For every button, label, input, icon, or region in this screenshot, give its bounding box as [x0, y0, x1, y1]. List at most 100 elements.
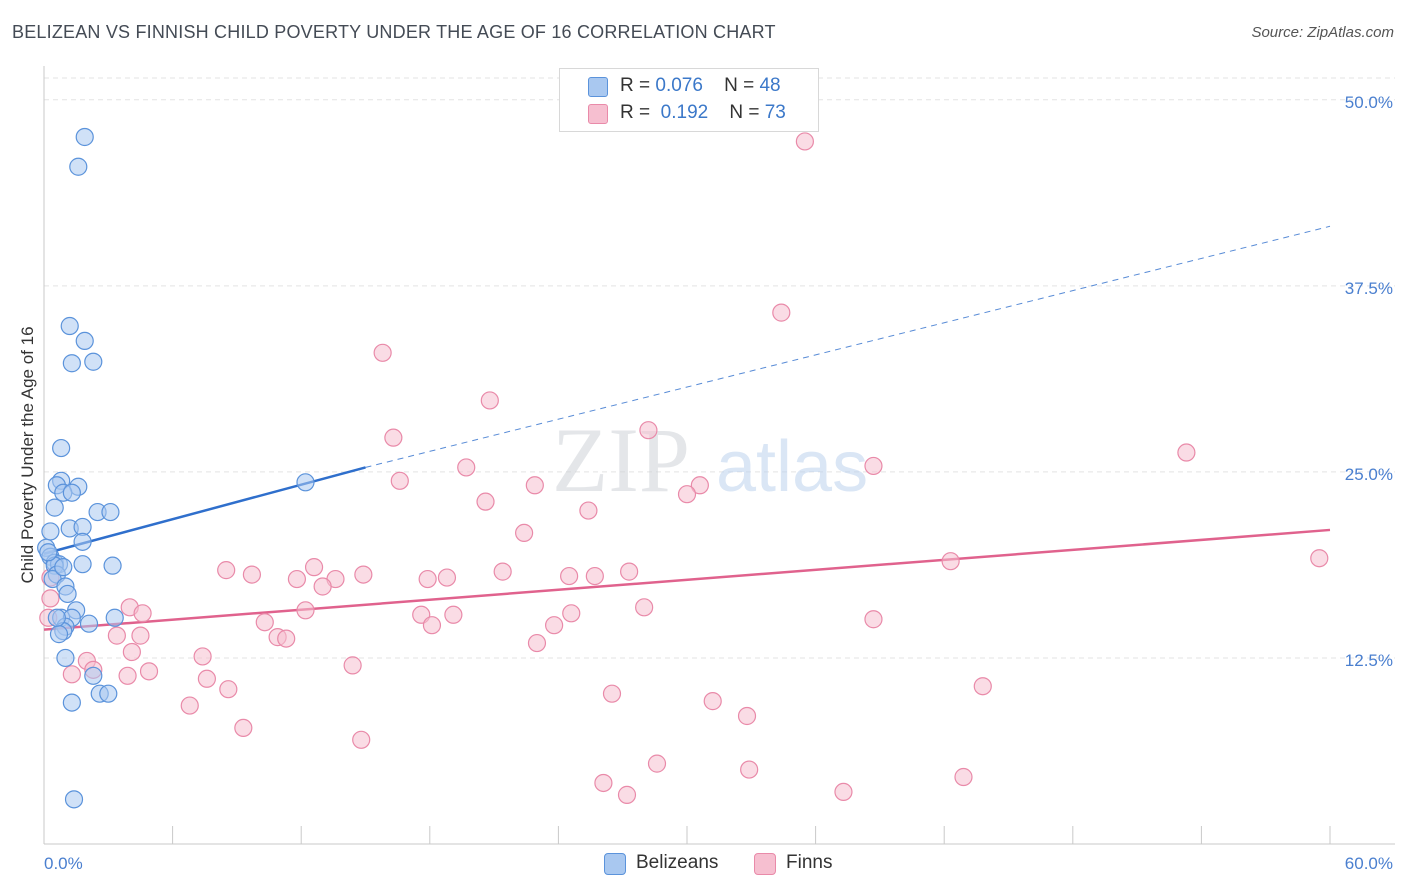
finns-point [480, 391, 499, 410]
finns-point [107, 626, 126, 645]
belizeans-point [105, 608, 124, 627]
finns-point [973, 677, 992, 696]
finns-point [457, 458, 476, 477]
belizeans-point [75, 331, 94, 350]
finns-point [602, 684, 622, 703]
stats-box: R = 0.076 N = 48 R = 0.192 N = 73 [559, 68, 819, 132]
x-tick-label-min: 0.0% [44, 854, 83, 873]
finns-point [304, 558, 324, 577]
belizeans-point [79, 614, 99, 633]
finns-point [122, 642, 141, 662]
finns-point [954, 767, 973, 787]
x-tick-label-max: 60.0% [1345, 854, 1393, 873]
belizeans-point [103, 556, 122, 575]
y-tick-label: 50.0% [1345, 93, 1393, 112]
finns-point [515, 523, 534, 543]
finns-point [677, 485, 697, 504]
belizeans-series [37, 127, 315, 809]
r-value: 0.076 [655, 75, 703, 96]
finns-point [62, 665, 81, 684]
chart-title: BELIZEAN VS FINNISH CHILD POVERTY UNDER … [12, 22, 776, 42]
belizeans-point [58, 584, 77, 604]
finns-legend-swatch [754, 853, 776, 875]
n-label: N = [729, 102, 760, 123]
finns-point [418, 569, 437, 589]
y-tick-label: 12.5% [1345, 651, 1393, 670]
y-tick-label: 25.0% [1345, 465, 1393, 484]
finns-point [139, 662, 159, 681]
finns-point [343, 656, 362, 675]
finns-point [296, 601, 315, 620]
finns-point [352, 730, 371, 749]
source-label: Source: ZipAtlas.com [1251, 24, 1394, 41]
finns-point [703, 692, 722, 711]
finns-point [795, 132, 814, 151]
watermark-zip: ZIP [552, 409, 690, 511]
finns-point [476, 492, 495, 511]
belizeans-point [84, 352, 103, 371]
y-tick-label: 37.5% [1345, 279, 1393, 298]
r-label: R = [620, 102, 651, 123]
finns-point [444, 605, 463, 624]
finns-point [255, 613, 274, 632]
n-label: N = [724, 75, 755, 96]
finns-point [579, 501, 598, 520]
legend-label-belizeans: Belizeans [636, 852, 719, 873]
finns-point [864, 610, 883, 629]
finns-point [133, 604, 152, 623]
finns-point [234, 718, 253, 738]
finns-point [562, 604, 581, 623]
finns-point [354, 565, 373, 584]
belizeans-point [62, 354, 81, 373]
belizeans-trend-extension [365, 225, 1331, 468]
finns-point [197, 669, 216, 688]
finns-point [635, 598, 654, 617]
axes [43, 66, 1395, 845]
finns-point [545, 616, 564, 635]
n-value: 48 [759, 75, 781, 96]
finns-point [118, 666, 137, 685]
finns-point [313, 577, 332, 596]
belizeans-point [39, 543, 58, 562]
finns-point [834, 782, 853, 802]
finns-point [1310, 549, 1329, 568]
finns-point [384, 428, 403, 447]
watermark: ZIP atlas [552, 409, 868, 511]
legend: Belizeans Finns [0, 850, 1406, 878]
tick-labels: 0.0% 60.0% 12.5% 25.0% 37.5% 50.0% [44, 93, 1393, 873]
finns-point [772, 303, 791, 322]
belizeans-point [49, 625, 69, 644]
legend-label-finns: Finns [786, 852, 833, 873]
finns-point [941, 552, 960, 571]
finns-point [180, 696, 199, 715]
finns-point [493, 562, 512, 581]
belizeans-point [45, 498, 64, 517]
belizeans-point [101, 502, 120, 522]
belizeans-point [62, 693, 81, 712]
finns-point [1177, 443, 1196, 462]
belizeans-point [54, 558, 73, 577]
belizeans-point [99, 684, 118, 703]
r-value: 0.192 [660, 102, 709, 123]
finns-point [740, 760, 759, 779]
finns-point [585, 566, 604, 586]
finns-point [864, 456, 883, 476]
finns-point [373, 343, 392, 362]
finns-point [219, 680, 238, 699]
finns-point [131, 626, 150, 645]
belizeans-point [73, 555, 92, 574]
finns-point [41, 589, 60, 608]
finns-swatch [588, 104, 608, 124]
belizeans-point [75, 127, 94, 147]
belizeans-point [52, 438, 71, 458]
belizeans-point [64, 790, 84, 809]
watermark-atlas: atlas [716, 427, 868, 507]
belizeans-point [296, 473, 315, 492]
finns-point [527, 633, 547, 653]
finns-point [437, 568, 457, 587]
belizeans-point [56, 648, 75, 668]
belizeans-point [60, 316, 79, 336]
finns-point [737, 706, 757, 726]
belizeans-point [62, 483, 81, 502]
